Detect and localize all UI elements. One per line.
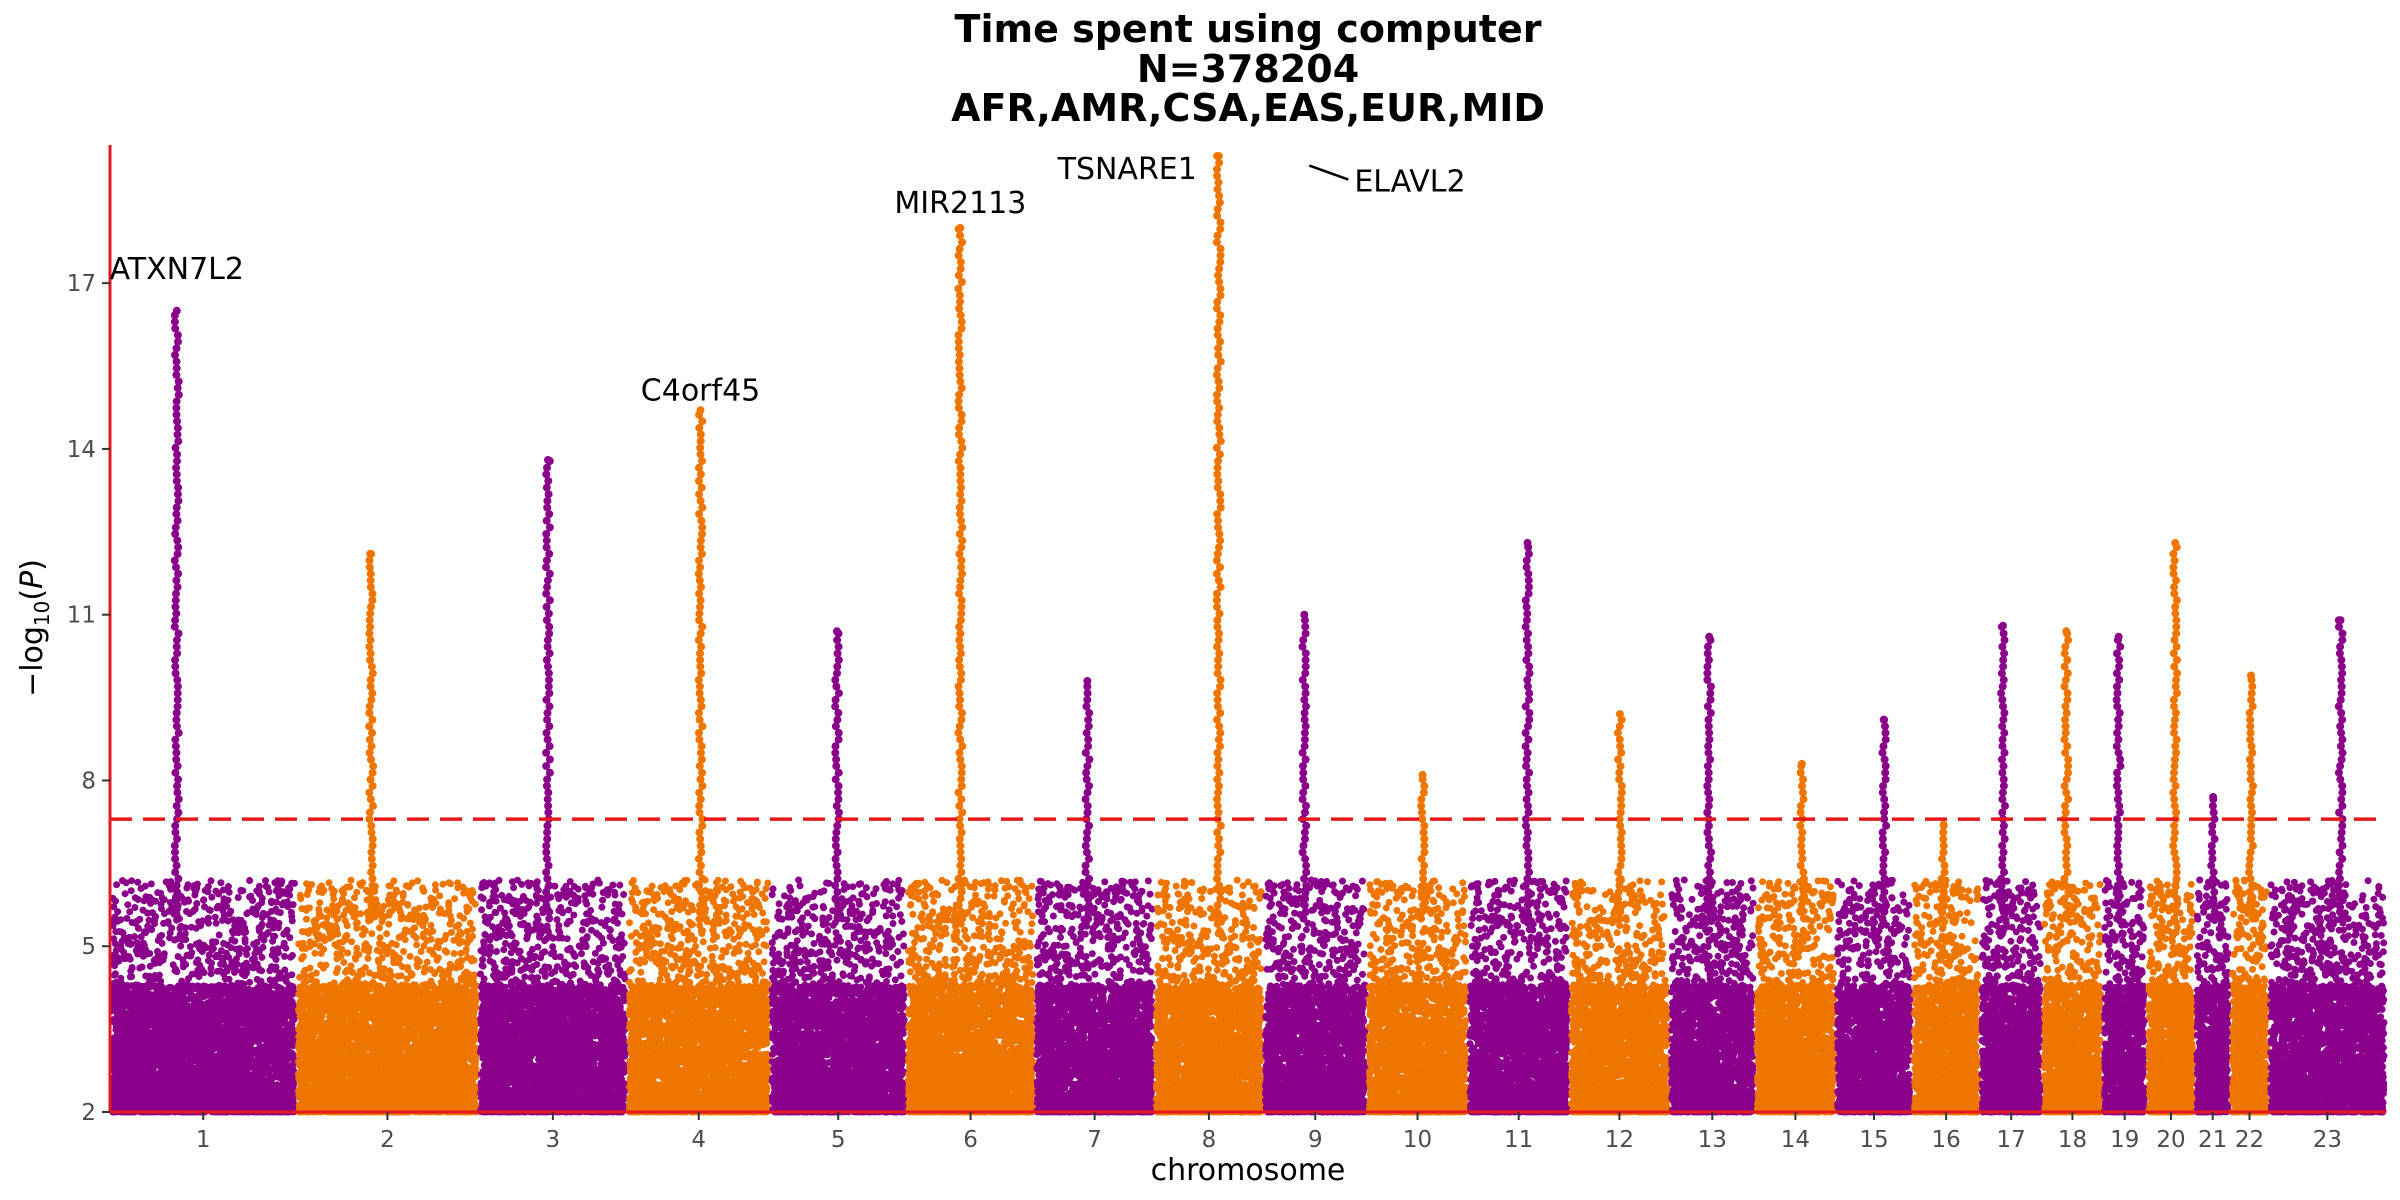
chromosome-3-peak [542,456,554,923]
chromosome-19-points [2101,877,2149,1116]
y-tick-label: 14 [67,437,96,463]
y-tick-label: 17 [67,271,96,297]
chromosome-4-peak [694,406,707,923]
gene-annotations: ATXN7L2 C4orf45 MIR2113 TSNARE1 ELAVL2 [110,152,1466,409]
x-tick-label: 7 [1087,1127,1102,1153]
chromosome-1-points [108,877,298,1116]
chromosome-12-peak [1613,710,1626,923]
chromosome-21-peak [2207,793,2219,923]
chromosome-21-points [2193,876,2232,1116]
chromosome-8-peak [1212,152,1225,923]
x-tick-label: 5 [831,1127,846,1153]
chromosome-9-peak [1298,610,1311,923]
chromosome-8-points [1152,876,1265,1116]
x-tick-label: 15 [1859,1127,1888,1153]
x-tick-label: 3 [546,1127,561,1153]
x-tick-label: 17 [1997,1127,2026,1153]
chromosome-1-peak [170,306,183,923]
chromosome-23-peak [2334,616,2347,923]
gene-label: MIR2113 [894,186,1026,221]
x-tick-label: 9 [1308,1127,1323,1153]
x-axis-title: chromosome [1151,1153,1346,1188]
x-axis-ticks: 1 2 3 4 5 6 7 8 9 10 11 12 13 14 15 16 17 18 19 20 21 22 23 [196,1112,2342,1153]
gene-label: TSNARE1 [1057,152,1197,187]
chromosome-17-peak [1997,621,2009,923]
chromosome-13-peak [1703,632,1716,923]
chromosome-15-peak [1878,715,1891,923]
x-tick-label: 14 [1781,1127,1810,1153]
x-tick-label: 6 [963,1127,978,1153]
chromosome-11-points [1466,876,1571,1116]
gene-label: ATXN7L2 [110,252,244,287]
chromosome-18-points [2041,878,2104,1116]
chromosome-5-points [768,876,908,1116]
x-tick-label: 12 [1605,1127,1634,1153]
chromosome-15-points [1834,876,1914,1116]
x-tick-label: 22 [2235,1127,2264,1153]
x-tick-label: 19 [2110,1127,2139,1153]
chromosome-7-points [1033,877,1156,1116]
data-points [108,876,2388,1116]
title-line-1: Time spent using computer [955,7,1542,51]
x-tick-label: 23 [2313,1127,2342,1153]
x-tick-label: 20 [2156,1127,2185,1153]
y-tick-label: 8 [81,768,96,794]
x-tick-label: 18 [2058,1127,2087,1153]
y-axis-title: −log10(P) [15,559,54,697]
chromosome-20-points [2145,877,2197,1116]
chromosome-17-points [1978,876,2044,1116]
chromosome-20-peak [2169,538,2182,923]
chromosome-18-peak [2060,627,2073,923]
chromosome-7-peak [1081,677,1094,923]
chromosome-4-points [625,876,772,1116]
chromosome-11-peak [1521,538,1534,923]
y-tick-label: 5 [81,934,96,960]
chart-title: Time spent using computer N=378204 AFR,A… [951,7,1545,130]
chromosome-3-points [476,876,629,1116]
chromosome-22-peak [2245,671,2257,923]
chromosome-16-points [1910,876,1982,1116]
chromosome-19-peak [2112,632,2125,923]
chromosome-12-points [1568,876,1671,1116]
x-tick-label: 21 [2198,1127,2227,1153]
x-tick-label: 13 [1698,1127,1727,1153]
y-tick-label: 2 [81,1100,96,1126]
chromosome-2-peak [365,549,378,923]
chromosome-9-points [1262,876,1369,1116]
y-tick-label: 11 [67,603,96,629]
chromosome-16-peak [1937,820,1949,923]
chromosome-2-points [295,876,480,1116]
chromosome-14-points [1753,877,1838,1116]
x-tick-label: 2 [380,1127,395,1153]
chromosome-10-points [1365,877,1470,1116]
chromosome-5-peak [831,627,843,923]
gene-label-leader-line [1308,164,1349,181]
x-tick-label: 4 [691,1127,706,1153]
gene-label: C4orf45 [641,374,760,409]
y-axis-ticks: 2 5 8 11 14 17 [67,271,110,1126]
x-tick-label: 8 [1202,1127,1217,1153]
chromosome-14-peak [1796,759,1808,923]
gene-label: ELAVL2 [1354,165,1465,200]
chromosome-6-points [904,876,1037,1116]
peak-points [170,152,2347,923]
x-tick-label: 1 [196,1127,211,1153]
chromosome-22-points [2228,876,2271,1116]
title-line-2: N=378204 [1137,47,1359,91]
chromosome-6-peak [954,223,967,923]
chromosome-10-peak [1417,770,1429,923]
title-line-3: AFR,AMR,CSA,EAS,EUR,MID [951,86,1545,130]
x-tick-label: 11 [1504,1127,1533,1153]
x-tick-label: 16 [1931,1127,1960,1153]
chromosome-23-points [2267,877,2388,1116]
x-tick-label: 10 [1403,1127,1432,1153]
chromosome-13-points [1668,876,1757,1116]
